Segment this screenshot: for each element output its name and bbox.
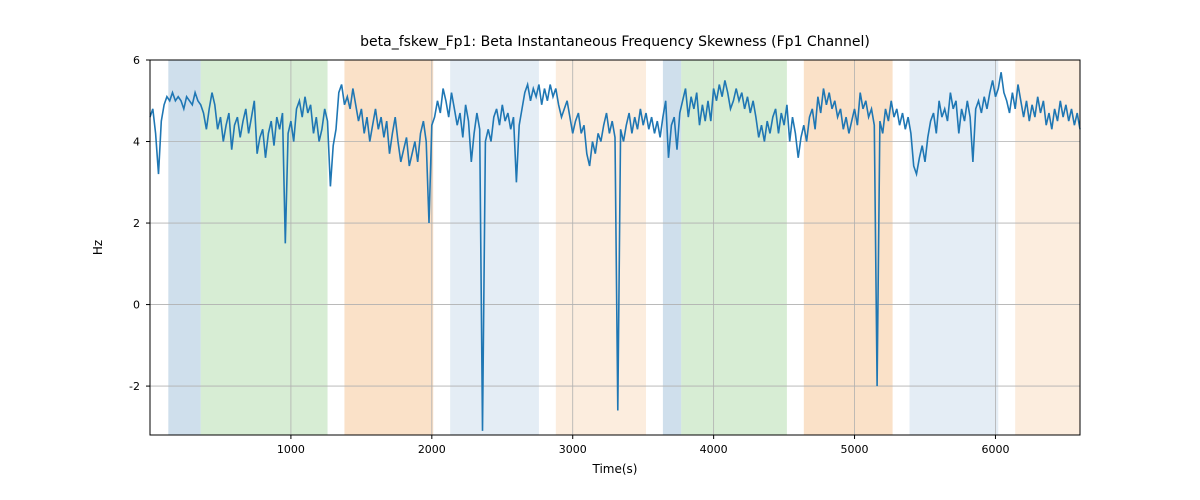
- y-tick-label: -2: [129, 380, 140, 393]
- shaded-regions: [168, 60, 1080, 435]
- y-tick-label: 0: [133, 299, 140, 312]
- x-tick-label: 3000: [559, 443, 587, 456]
- x-tick-label: 1000: [277, 443, 305, 456]
- background-band: [201, 60, 328, 435]
- background-band: [681, 60, 787, 435]
- y-tick-label: 6: [133, 54, 140, 67]
- y-tick-label: 2: [133, 217, 140, 230]
- x-tick-label: 4000: [700, 443, 728, 456]
- y-tick-label: 4: [133, 136, 140, 149]
- x-axis-ticks: 1000 2000 3000 4000 5000 6000: [277, 435, 1010, 456]
- x-tick-label: 2000: [418, 443, 446, 456]
- chart-title: beta_fskew_Fp1: Beta Instantaneous Frequ…: [360, 34, 870, 50]
- chart-container: beta_fskew_Fp1: Beta Instantaneous Frequ…: [0, 0, 1200, 500]
- x-axis-label: Time(s): [592, 462, 638, 476]
- background-band: [168, 60, 200, 435]
- x-tick-label: 6000: [981, 443, 1009, 456]
- y-axis-label: Hz: [91, 240, 105, 255]
- chart-svg: beta_fskew_Fp1: Beta Instantaneous Frequ…: [0, 0, 1200, 500]
- background-band: [663, 60, 681, 435]
- background-band: [910, 60, 999, 435]
- x-tick-label: 5000: [841, 443, 869, 456]
- y-axis-ticks: -2 0 2 4 6: [129, 54, 150, 393]
